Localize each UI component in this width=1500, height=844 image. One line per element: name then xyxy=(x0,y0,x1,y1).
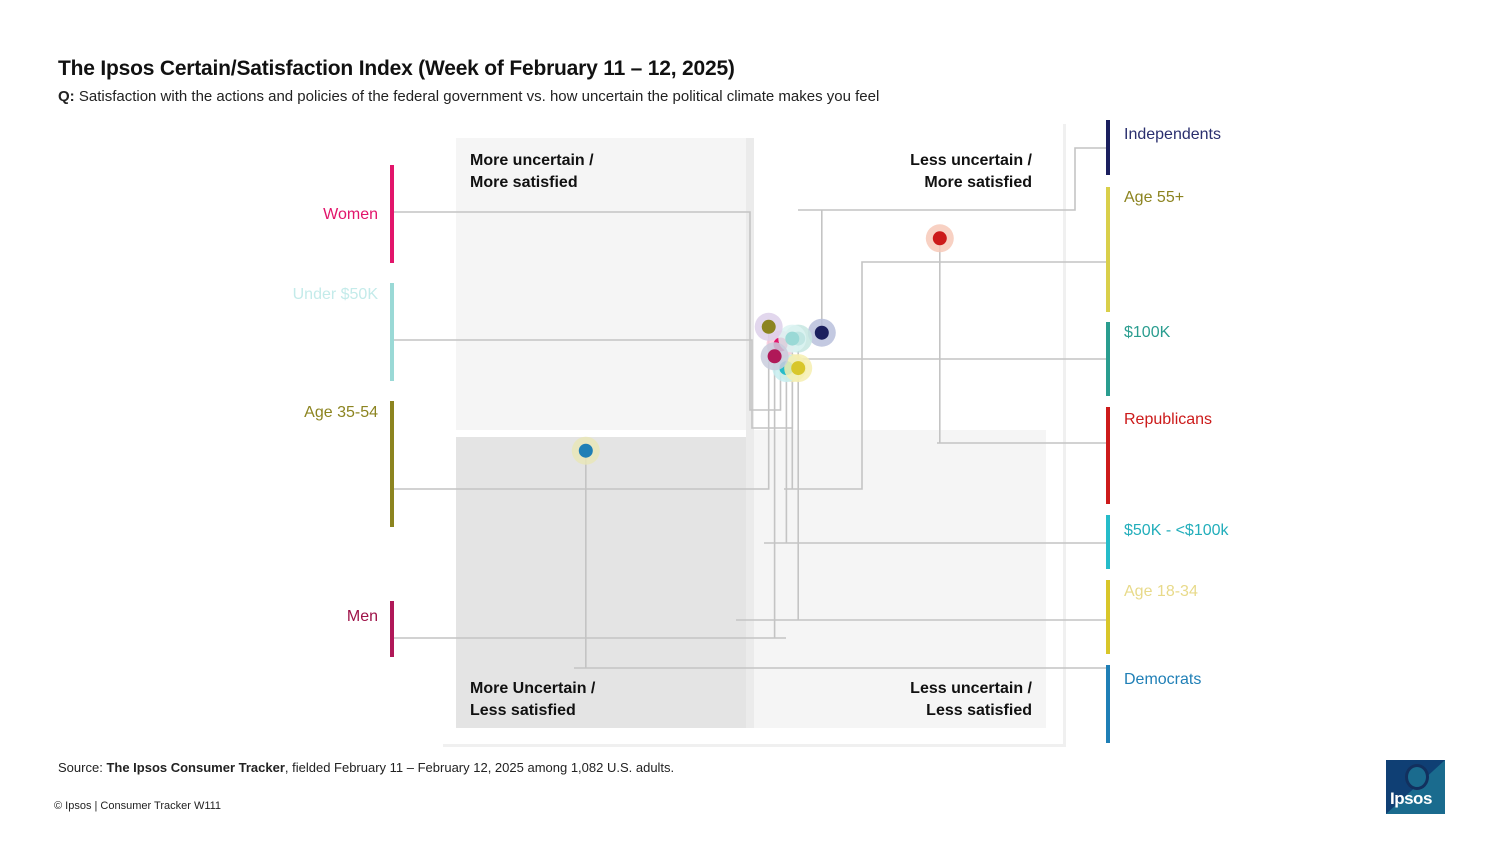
label-bar-under-50k xyxy=(390,283,394,381)
ipsos-logo: Ipsos xyxy=(1386,760,1445,814)
quadrant-label-tl: More uncertain / xyxy=(470,152,594,169)
series-label-age-55: Age 55+ xyxy=(1124,189,1184,206)
source-rest: , fielded February 11 – February 12, 202… xyxy=(284,760,675,775)
logo-text: Ipsos xyxy=(1390,789,1432,808)
question-prefix: Q: xyxy=(58,88,75,105)
quadrant-label-bl: Less satisfied xyxy=(470,702,576,719)
chart-question: Q: Satisfaction with the actions and pol… xyxy=(58,88,879,105)
point-under-50k xyxy=(785,331,800,346)
point-democrats xyxy=(578,443,593,458)
label-bar-independents xyxy=(1106,120,1110,175)
quadrant-divider xyxy=(746,138,754,728)
label-bar-100k xyxy=(1106,322,1110,396)
source-name: The Ipsos Consumer Tracker xyxy=(106,760,285,775)
quadrant-label-tr: Less uncertain / xyxy=(910,152,1032,169)
quadrant-label-tr: More satisfied xyxy=(924,174,1032,191)
label-bar-age-18-34 xyxy=(1106,580,1110,654)
source-note: Source: The Ipsos Consumer Tracker, fiel… xyxy=(58,760,674,775)
series-label-age-18-34: Age 18-34 xyxy=(1124,583,1198,600)
point-age-35-54 xyxy=(761,319,776,334)
series-label-under-50k: Under $50K xyxy=(293,286,379,303)
point-age-18-34 xyxy=(791,361,806,376)
leader-line-men xyxy=(392,356,786,639)
series-label-independents: Independents xyxy=(1124,126,1221,143)
point-independents xyxy=(814,325,829,340)
series-label-50k-100k: $50K - <$100k xyxy=(1124,522,1230,539)
series-label-democrats: Democrats xyxy=(1124,671,1201,688)
label-bar-age-35-54 xyxy=(390,401,394,527)
label-bar-women xyxy=(390,165,394,263)
series-label-age-35-54: Age 35-54 xyxy=(304,404,378,421)
point-men xyxy=(767,349,782,364)
copyright: © Ipsos | Consumer Tracker W111 xyxy=(54,800,222,812)
leader-line-age-55 xyxy=(784,261,1108,490)
quadrant-label-br: Less uncertain / xyxy=(910,680,1032,697)
series-label-republicans: Republicans xyxy=(1124,411,1212,428)
question-text: Satisfaction with the actions and polici… xyxy=(78,88,880,105)
series-label-men: Men xyxy=(347,608,378,625)
series-label-100k: $100K xyxy=(1124,324,1171,341)
quadrant-label-bl: More Uncertain / xyxy=(470,680,596,697)
series-label-women: Women xyxy=(323,206,378,223)
leader-line-independents xyxy=(798,147,1108,333)
label-bar-50k-100k xyxy=(1106,515,1110,569)
quadrant-tl xyxy=(456,138,746,430)
leader-line-age-35-54 xyxy=(392,326,770,490)
leader-line-democrats xyxy=(574,450,1108,669)
quadrant-label-tl: More satisfied xyxy=(470,174,578,191)
leader-line-age-18-34 xyxy=(736,368,1108,621)
leader-line-under-50k xyxy=(392,338,794,429)
logo-head-icon xyxy=(1405,764,1429,790)
chart-title: The Ipsos Certain/Satisfaction Index (We… xyxy=(58,57,735,80)
source-prefix: Source: xyxy=(58,760,103,775)
quadrant-label-br: Less satisfied xyxy=(926,702,1032,719)
point-republicans xyxy=(932,231,947,246)
quadrant-br xyxy=(754,430,1046,728)
leader-line-republicans xyxy=(937,238,1108,444)
quadrant-bl xyxy=(456,437,746,728)
label-bar-men xyxy=(390,601,394,657)
label-bar-age-55 xyxy=(1106,187,1110,312)
leader-line-women xyxy=(392,211,782,411)
label-bar-republicans xyxy=(1106,407,1110,504)
label-bar-democrats xyxy=(1106,665,1110,743)
